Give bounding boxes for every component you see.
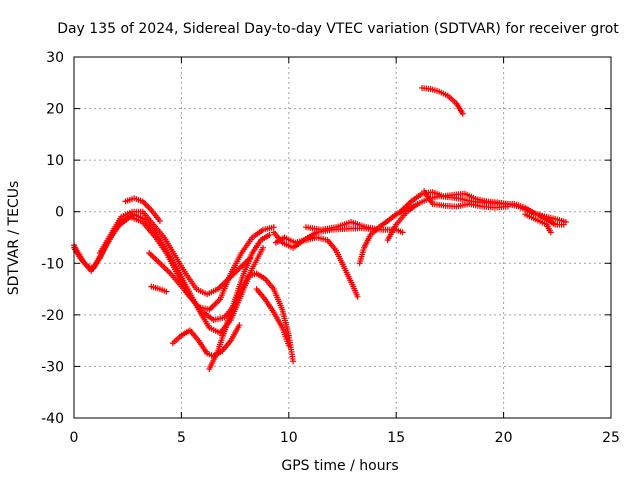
y-tick-label: 20 <box>46 102 64 118</box>
data-series-arc-7 <box>169 322 243 360</box>
x-tick-label: 15 <box>387 430 405 446</box>
x-tick-label: 10 <box>280 430 298 446</box>
data-point-markers <box>219 270 297 365</box>
data-series-arc-9 <box>219 270 297 365</box>
y-tick-label: -30 <box>41 359 64 375</box>
data-series-arc-10 <box>253 286 292 349</box>
y-tick-label: 30 <box>46 50 64 66</box>
data-layer <box>71 84 569 373</box>
y-axis-label: SDTVAR / TECUs <box>6 181 22 296</box>
data-point-markers <box>169 322 243 360</box>
data-series-arc-4 <box>122 195 163 224</box>
data-point-markers <box>421 188 511 211</box>
data-point-markers <box>253 286 292 349</box>
y-tick-label: 0 <box>55 205 64 221</box>
data-point-markers <box>96 208 254 298</box>
x-axis-label: GPS time / hours <box>281 458 398 474</box>
data-point-markers <box>418 84 466 117</box>
data-point-markers <box>397 189 567 228</box>
grid-layer <box>74 57 611 418</box>
chart-title: Day 135 of 2024, Sidereal Day-to-day VTE… <box>57 21 619 37</box>
x-tick-label: 25 <box>602 430 620 446</box>
y-tick-label: -40 <box>41 411 64 427</box>
data-series-arc-3 <box>96 208 254 298</box>
data-point-markers <box>148 283 170 295</box>
data-series-arc-16 <box>397 189 567 228</box>
data-series-arc-18 <box>522 211 554 236</box>
x-tick-label: 0 <box>70 430 79 446</box>
y-tick-label: -20 <box>41 308 64 324</box>
data-series-arc-6 <box>148 283 170 295</box>
data-series-arc-19 <box>418 84 466 117</box>
y-tick-label: -10 <box>41 256 64 272</box>
x-tick-label: 20 <box>495 430 513 446</box>
data-series-arc-5 <box>146 249 239 324</box>
y-tick-label: 10 <box>46 153 64 169</box>
data-series-arc-17 <box>421 188 511 211</box>
x-tick-label: 5 <box>177 430 186 446</box>
tick-layer: 0 5 10 15 20 25 -40 -30 -20 -10 0 10 20 30 <box>41 50 620 446</box>
data-point-markers <box>522 211 554 236</box>
data-point-markers <box>122 195 163 224</box>
plot-frame <box>73 56 612 419</box>
data-point-markers <box>146 249 239 324</box>
